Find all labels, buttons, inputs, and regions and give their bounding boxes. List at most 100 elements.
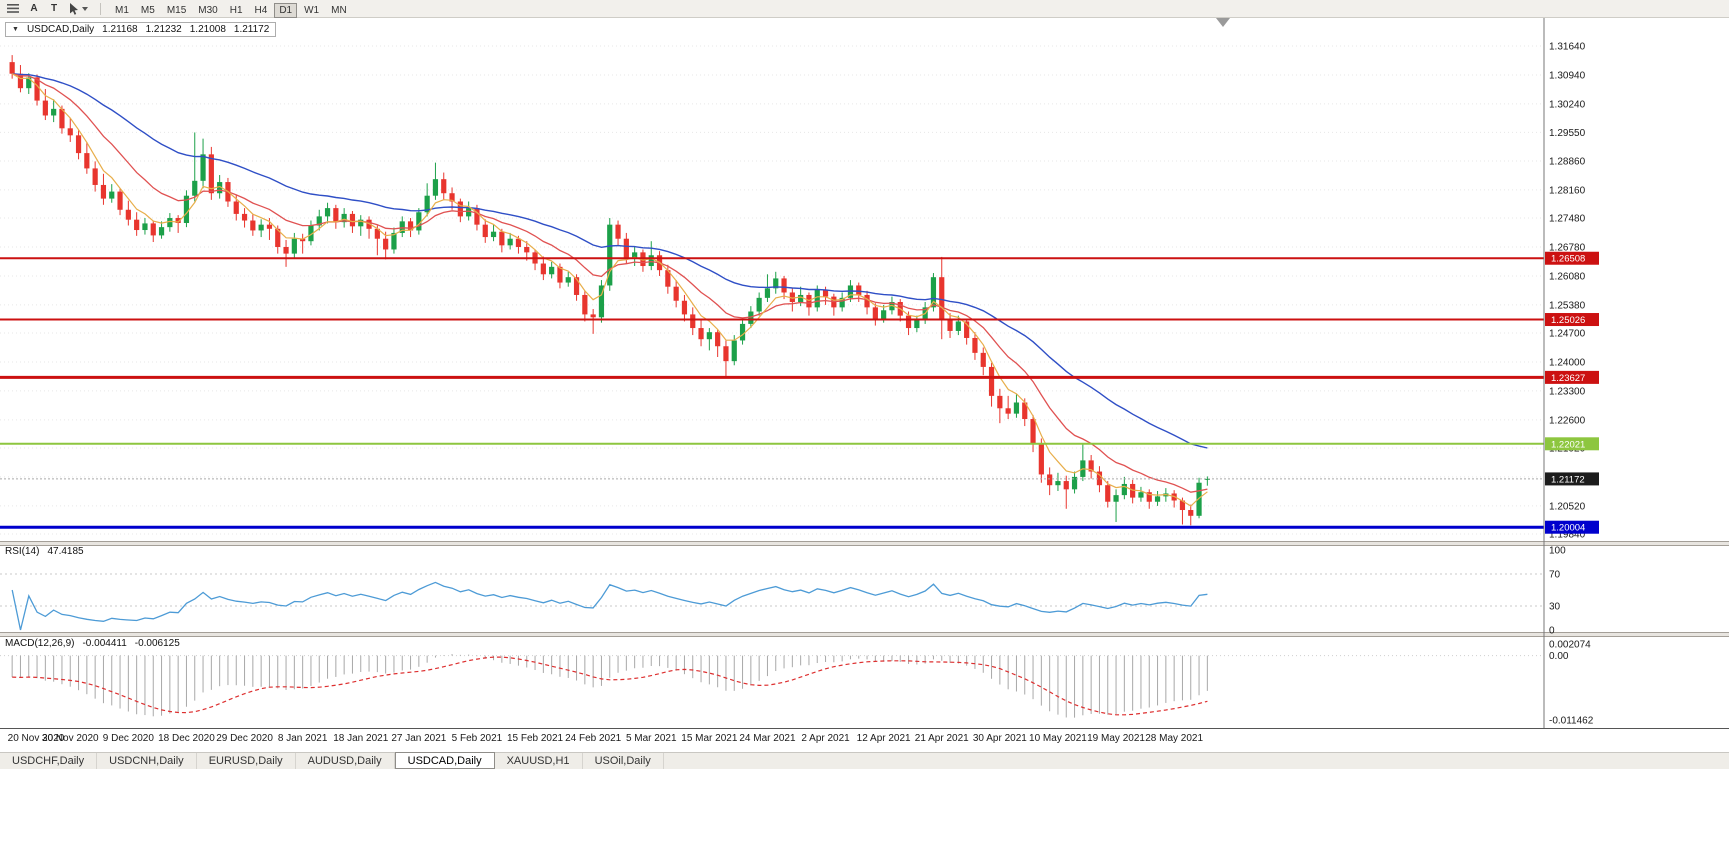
time-axis-label: 29 Dec 2020 bbox=[216, 733, 273, 744]
candle-body bbox=[573, 277, 580, 295]
price-axis-label: 1.22600 bbox=[1549, 415, 1586, 426]
candle-body bbox=[980, 352, 986, 367]
chart-tab-usdcnh-daily[interactable]: USDCNH,Daily bbox=[97, 753, 197, 769]
price-axis-label: 1.26780 bbox=[1549, 242, 1586, 253]
candle-body bbox=[673, 286, 679, 301]
candle-body bbox=[1196, 482, 1202, 516]
timeframe-button-d1[interactable]: D1 bbox=[274, 2, 298, 18]
candle-body bbox=[889, 301, 895, 311]
rsi-indicator-header: RSI(14) 47.4185 bbox=[5, 546, 84, 557]
price-axis-label: 1.27480 bbox=[1549, 214, 1586, 225]
timeframe-button-w1[interactable]: W1 bbox=[299, 3, 324, 18]
hline-price-badge bbox=[1545, 520, 1599, 534]
candle-body bbox=[150, 223, 156, 236]
hline-price-badge-label: 1.26508 bbox=[1551, 254, 1585, 265]
candle-body bbox=[623, 238, 629, 258]
candle-body bbox=[914, 319, 920, 329]
price-axis-label: 1.23300 bbox=[1549, 386, 1586, 397]
chart-tab-eurusd-daily[interactable]: EURUSD,Daily bbox=[197, 753, 296, 769]
candle-body bbox=[424, 195, 430, 213]
candle-body bbox=[1071, 476, 1078, 490]
rsi-axis-label: 70 bbox=[1549, 570, 1561, 581]
candle-body bbox=[607, 224, 613, 286]
chart-tab-usdcad-daily[interactable]: USDCAD,Daily bbox=[394, 752, 495, 769]
time-axis-label: 30 Nov 2020 bbox=[42, 733, 99, 744]
time-axis-label: 24 Feb 2021 bbox=[565, 733, 622, 744]
price-axis-label: 1.28160 bbox=[1549, 185, 1586, 196]
candle-body bbox=[939, 277, 945, 320]
candle-body bbox=[125, 209, 131, 220]
candle-body bbox=[540, 263, 546, 275]
candle-body bbox=[482, 224, 488, 238]
candle-body bbox=[441, 179, 447, 194]
candle-body bbox=[1138, 492, 1144, 498]
time-axis-label: 5 Mar 2021 bbox=[626, 733, 677, 744]
hline-price-badge-label: 1.25026 bbox=[1551, 315, 1585, 326]
collapse-triangle-icon[interactable]: ▼ bbox=[12, 26, 19, 33]
candle-body bbox=[715, 332, 721, 347]
candle-body bbox=[42, 100, 48, 116]
chart-shift-marker[interactable] bbox=[1216, 18, 1230, 27]
hline-price-badge bbox=[1545, 313, 1599, 327]
candle-body bbox=[75, 135, 82, 154]
chart-tab-usoil-daily[interactable]: USOil,Daily bbox=[583, 753, 664, 769]
candle-body bbox=[1030, 419, 1036, 444]
candle-body bbox=[142, 223, 148, 231]
font-tool-button[interactable]: A bbox=[25, 1, 43, 16]
chart-tab-usdchf-daily[interactable]: USDCHF,Daily bbox=[0, 753, 98, 769]
cursor-tool-button[interactable] bbox=[65, 1, 92, 16]
low-value: 1.21008 bbox=[189, 24, 226, 35]
candle-body bbox=[333, 208, 339, 223]
candle-body bbox=[1005, 408, 1011, 414]
symbol-ohlc-readout: ▼ USDCAD,Daily 1.21168 1.21232 1.21008 1… bbox=[5, 22, 277, 37]
hline-price-badge bbox=[1545, 251, 1599, 265]
timeframe-button-m30[interactable]: M30 bbox=[193, 3, 222, 18]
timeframe-button-m15[interactable]: M15 bbox=[162, 3, 191, 18]
candle-body bbox=[947, 319, 953, 331]
timeframe-button-h4[interactable]: H4 bbox=[250, 3, 273, 18]
time-axis-label: 20 Nov 2020 bbox=[8, 733, 65, 744]
rsi-title: RSI(14) bbox=[5, 546, 40, 557]
candle-body bbox=[997, 395, 1003, 409]
candle-body bbox=[781, 278, 787, 293]
price-axis-label: 1.24000 bbox=[1549, 357, 1586, 368]
rsi-axis-label: 100 bbox=[1549, 546, 1566, 557]
candle-body bbox=[9, 62, 15, 74]
price-axis-label: 1.25380 bbox=[1549, 300, 1586, 311]
candle-body bbox=[1154, 496, 1161, 502]
ma-fast-line bbox=[11, 73, 1208, 507]
text-tool-button[interactable]: T bbox=[45, 1, 63, 16]
candle-body bbox=[1055, 481, 1061, 486]
candle-body bbox=[200, 154, 206, 181]
time-axis-label: 2 Apr 2021 bbox=[801, 733, 850, 744]
candle-body bbox=[17, 73, 24, 89]
candle-body bbox=[67, 128, 73, 136]
chart-tab-audusd-daily[interactable]: AUDUSD,Daily bbox=[296, 753, 395, 769]
rsi-value: 47.4185 bbox=[47, 546, 84, 557]
timeframe-button-mn[interactable]: MN bbox=[326, 3, 352, 18]
pane-separator[interactable] bbox=[0, 541, 1729, 546]
candle-body bbox=[258, 224, 264, 231]
timeframe-button-m5[interactable]: M5 bbox=[136, 3, 160, 18]
pane-separator[interactable] bbox=[0, 632, 1729, 637]
time-axis-label: 18 Jan 2021 bbox=[333, 733, 388, 744]
candle-body bbox=[499, 231, 505, 246]
windows-menu-button[interactable] bbox=[3, 1, 23, 16]
price-axis-label: 1.26080 bbox=[1549, 271, 1586, 282]
candle-body bbox=[474, 208, 480, 225]
candle-body bbox=[1188, 510, 1194, 516]
candle-body bbox=[449, 193, 455, 202]
chart-tab-xauusd-h1[interactable]: XAUUSD,H1 bbox=[495, 753, 583, 769]
timeframe-button-h1[interactable]: H1 bbox=[225, 3, 248, 18]
candle-body bbox=[632, 252, 638, 258]
candle-body bbox=[964, 321, 970, 338]
candle-body bbox=[615, 224, 621, 239]
candle-body bbox=[291, 238, 297, 254]
candle-body bbox=[598, 285, 605, 318]
timeframe-button-m1[interactable]: M1 bbox=[110, 3, 134, 18]
candle-body bbox=[549, 266, 555, 275]
hline-price-badge-label: 1.22021 bbox=[1551, 439, 1585, 450]
price-axis-label: 1.30940 bbox=[1549, 70, 1586, 81]
